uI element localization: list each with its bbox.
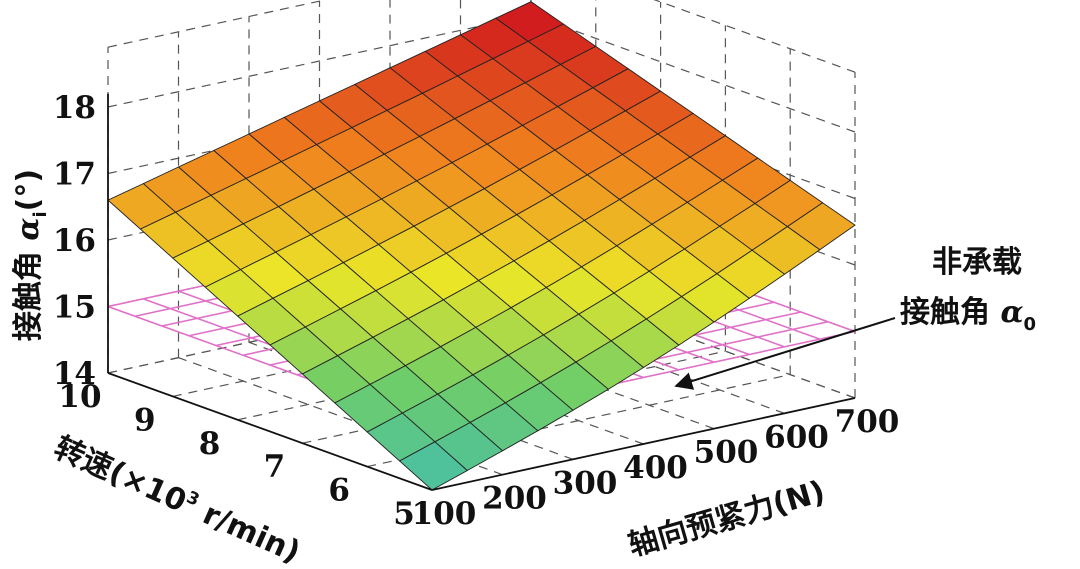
- z-tick-label: 17: [53, 157, 96, 193]
- annotation-sub: 0: [1024, 314, 1037, 335]
- y-axis-title-unit: r/min): [188, 492, 305, 569]
- annotation-line2: 接触角 α0: [900, 295, 1036, 335]
- x-tick-label: 700: [835, 404, 900, 440]
- y-tick-label: 5: [393, 496, 415, 532]
- z-tick-label: 14: [53, 356, 96, 392]
- z-axis-title: 接触角 αi(°): [11, 169, 51, 341]
- x-tick-label: 500: [694, 435, 759, 471]
- grid-line: [107, 0, 328, 48]
- z-tick-label: 16: [53, 223, 96, 259]
- annotation-greek: α: [1000, 295, 1023, 330]
- annotation-line1: 非承载: [932, 245, 1022, 280]
- z-axis-title-greek: α: [11, 218, 46, 241]
- y-axis-title-text: 转速(×10: [49, 430, 192, 519]
- y-tick-label: 10: [58, 379, 101, 415]
- z-tick-label: 18: [53, 90, 96, 126]
- z-axis-title-unit: (°): [11, 169, 46, 211]
- surface-cell: [398, 441, 469, 491]
- x-tick-label: 300: [553, 465, 618, 501]
- y-tick-label: 8: [199, 426, 221, 462]
- y-axis-line: [107, 372, 433, 491]
- annotation-arrow: [674, 317, 896, 390]
- z-tick-label: 15: [53, 290, 96, 326]
- y-tick-label: 9: [134, 402, 156, 438]
- z-axis-title-sub: i: [30, 211, 51, 217]
- y-tick-label: 6: [328, 473, 350, 509]
- x-tick-label: 100: [412, 496, 477, 532]
- axis-lines: [107, 93, 856, 491]
- x-tick-label: 200: [482, 481, 547, 517]
- x-tick-label: 400: [623, 450, 688, 486]
- x-tick-label: 600: [764, 419, 829, 455]
- alpha-i-surface: [107, 1, 856, 491]
- y-tick-label: 7: [264, 449, 286, 485]
- annotation-line2-text: 接触角: [900, 295, 1000, 330]
- x-axis-title: 轴向预紧力(N): [625, 474, 829, 563]
- x-axis-line: [431, 397, 856, 491]
- grid-line: [107, 14, 532, 108]
- z-axis-title-text: 接触角: [11, 241, 46, 341]
